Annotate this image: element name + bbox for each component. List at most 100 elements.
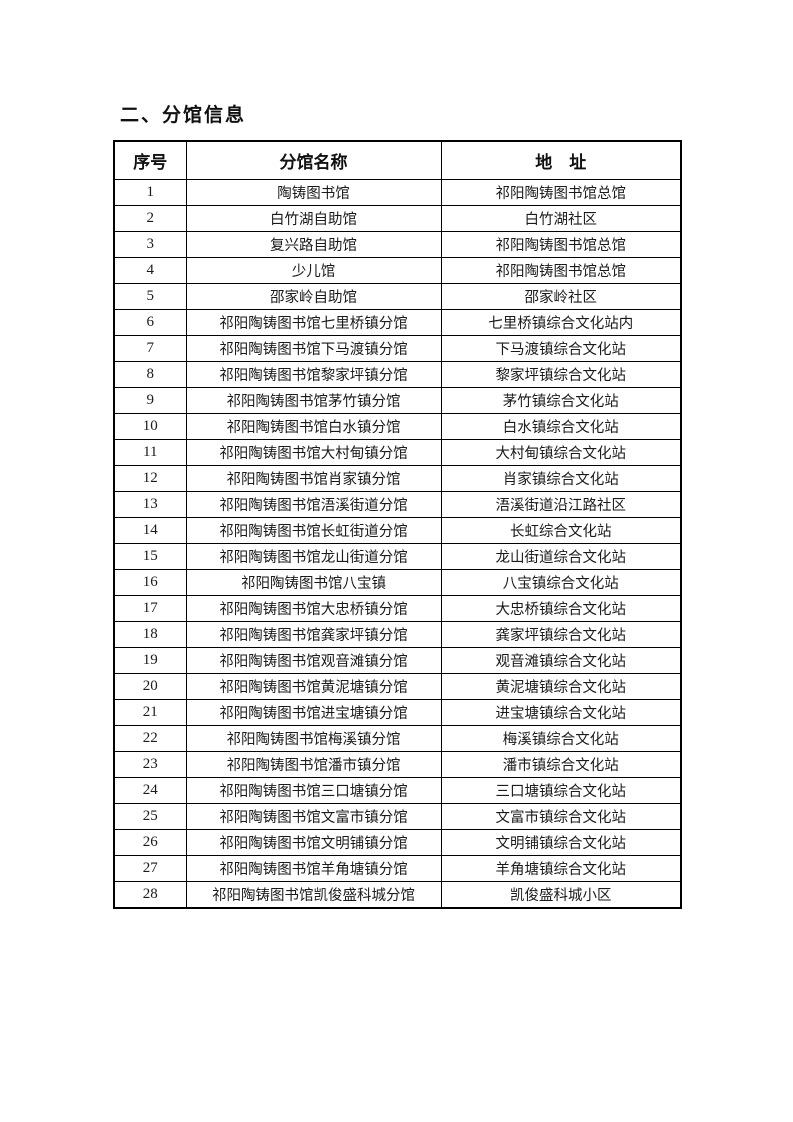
row-name: 祁阳陶铸图书馆大忠桥镇分馆 <box>185 595 442 622</box>
row-name: 祁阳陶铸图书馆进宝塘镇分馆 <box>185 699 442 726</box>
table-row: 21 祁阳陶铸图书馆进宝塘镇分馆 进宝塘镇综合文化站 <box>113 699 682 726</box>
row-name: 邵家岭自助馆 <box>185 283 442 310</box>
row-index: 3 <box>113 231 187 258</box>
table-row: 25 祁阳陶铸图书馆文富市镇分馆 文富市镇综合文化站 <box>113 803 682 830</box>
table-row: 11 祁阳陶铸图书馆大村甸镇分馆 大村甸镇综合文化站 <box>113 439 682 466</box>
row-index: 22 <box>113 725 187 752</box>
row-name: 祁阳陶铸图书馆七里桥镇分馆 <box>185 309 442 336</box>
row-address: 黄泥塘镇综合文化站 <box>440 673 682 700</box>
row-address: 龚家坪镇综合文化站 <box>440 621 682 648</box>
table-row: 13 祁阳陶铸图书馆浯溪街道分馆 浯溪街道沿江路社区 <box>113 491 682 518</box>
row-index: 15 <box>113 543 187 570</box>
branch-table: 序号 分馆名称 地 址 1 陶铸图书馆 祁阳陶铸图书馆总馆 2 白竹湖自助馆 白… <box>113 140 682 909</box>
row-index: 5 <box>113 283 187 310</box>
row-address: 肖家镇综合文化站 <box>440 465 682 492</box>
row-index: 21 <box>113 699 187 726</box>
row-address: 进宝塘镇综合文化站 <box>440 699 682 726</box>
row-name: 祁阳陶铸图书馆长虹街道分馆 <box>185 517 442 544</box>
header-name: 分馆名称 <box>185 140 442 180</box>
row-name: 祁阳陶铸图书馆凯俊盛科城分馆 <box>185 881 442 909</box>
row-index: 6 <box>113 309 187 336</box>
row-address: 凯俊盛科城小区 <box>440 881 682 909</box>
row-address: 文明铺镇综合文化站 <box>440 829 682 856</box>
row-address: 大忠桥镇综合文化站 <box>440 595 682 622</box>
row-index: 7 <box>113 335 187 362</box>
row-index: 4 <box>113 257 187 284</box>
row-index: 28 <box>113 881 187 909</box>
row-address: 梅溪镇综合文化站 <box>440 725 682 752</box>
row-name: 复兴路自助馆 <box>185 231 442 258</box>
row-address: 潘市镇综合文化站 <box>440 751 682 778</box>
header-address: 地 址 <box>440 140 682 180</box>
row-index: 23 <box>113 751 187 778</box>
row-address: 大村甸镇综合文化站 <box>440 439 682 466</box>
table-row: 22 祁阳陶铸图书馆梅溪镇分馆 梅溪镇综合文化站 <box>113 725 682 752</box>
table-row: 27 祁阳陶铸图书馆羊角塘镇分馆 羊角塘镇综合文化站 <box>113 855 682 882</box>
row-index: 17 <box>113 595 187 622</box>
table-header-row: 序号 分馆名称 地 址 <box>113 140 682 180</box>
row-index: 24 <box>113 777 187 804</box>
row-index: 2 <box>113 205 187 232</box>
row-name: 祁阳陶铸图书馆下马渡镇分馆 <box>185 335 442 362</box>
row-index: 12 <box>113 465 187 492</box>
row-name: 祁阳陶铸图书馆潘市镇分馆 <box>185 751 442 778</box>
table-row: 18 祁阳陶铸图书馆龚家坪镇分馆 龚家坪镇综合文化站 <box>113 621 682 648</box>
table-row: 1 陶铸图书馆 祁阳陶铸图书馆总馆 <box>113 179 682 206</box>
table-row: 4 少儿馆 祁阳陶铸图书馆总馆 <box>113 257 682 284</box>
row-name: 祁阳陶铸图书馆三口塘镇分馆 <box>185 777 442 804</box>
row-address: 龙山街道综合文化站 <box>440 543 682 570</box>
row-address: 三口塘镇综合文化站 <box>440 777 682 804</box>
section-title: 二、分馆信息 <box>120 105 247 126</box>
row-address: 八宝镇综合文化站 <box>440 569 682 596</box>
table-row: 6 祁阳陶铸图书馆七里桥镇分馆 七里桥镇综合文化站内 <box>113 309 682 336</box>
row-name: 祁阳陶铸图书馆文明铺镇分馆 <box>185 829 442 856</box>
row-address: 祁阳陶铸图书馆总馆 <box>440 231 682 258</box>
row-index: 8 <box>113 361 187 388</box>
row-name: 祁阳陶铸图书馆白水镇分馆 <box>185 413 442 440</box>
header-index: 序号 <box>113 140 187 180</box>
row-name: 祁阳陶铸图书馆八宝镇 <box>185 569 442 596</box>
row-index: 27 <box>113 855 187 882</box>
row-address: 长虹综合文化站 <box>440 517 682 544</box>
row-address: 七里桥镇综合文化站内 <box>440 309 682 336</box>
row-address: 下马渡镇综合文化站 <box>440 335 682 362</box>
row-address: 浯溪街道沿江路社区 <box>440 491 682 518</box>
table-body: 1 陶铸图书馆 祁阳陶铸图书馆总馆 2 白竹湖自助馆 白竹湖社区 3 复兴路自助… <box>113 179 682 909</box>
row-name: 祁阳陶铸图书馆茅竹镇分馆 <box>185 387 442 414</box>
table-row: 16 祁阳陶铸图书馆八宝镇 八宝镇综合文化站 <box>113 569 682 596</box>
row-address: 黎家坪镇综合文化站 <box>440 361 682 388</box>
row-name: 祁阳陶铸图书馆黄泥塘镇分馆 <box>185 673 442 700</box>
table-row: 9 祁阳陶铸图书馆茅竹镇分馆 茅竹镇综合文化站 <box>113 387 682 414</box>
row-name: 少儿馆 <box>185 257 442 284</box>
row-address: 祁阳陶铸图书馆总馆 <box>440 179 682 206</box>
table-row: 28 祁阳陶铸图书馆凯俊盛科城分馆 凯俊盛科城小区 <box>113 881 682 909</box>
row-address: 祁阳陶铸图书馆总馆 <box>440 257 682 284</box>
table-row: 14 祁阳陶铸图书馆长虹街道分馆 长虹综合文化站 <box>113 517 682 544</box>
row-name: 祁阳陶铸图书馆浯溪街道分馆 <box>185 491 442 518</box>
table-row: 19 祁阳陶铸图书馆观音滩镇分馆 观音滩镇综合文化站 <box>113 647 682 674</box>
row-address: 文富市镇综合文化站 <box>440 803 682 830</box>
row-index: 26 <box>113 829 187 856</box>
row-name: 祁阳陶铸图书馆龙山街道分馆 <box>185 543 442 570</box>
row-name: 祁阳陶铸图书馆文富市镇分馆 <box>185 803 442 830</box>
row-index: 19 <box>113 647 187 674</box>
row-name: 祁阳陶铸图书馆梅溪镇分馆 <box>185 725 442 752</box>
row-name: 祁阳陶铸图书馆大村甸镇分馆 <box>185 439 442 466</box>
table-row: 17 祁阳陶铸图书馆大忠桥镇分馆 大忠桥镇综合文化站 <box>113 595 682 622</box>
row-index: 11 <box>113 439 187 466</box>
row-address: 邵家岭社区 <box>440 283 682 310</box>
row-index: 18 <box>113 621 187 648</box>
row-index: 1 <box>113 179 187 206</box>
table-row: 15 祁阳陶铸图书馆龙山街道分馆 龙山街道综合文化站 <box>113 543 682 570</box>
row-address: 茅竹镇综合文化站 <box>440 387 682 414</box>
row-name: 白竹湖自助馆 <box>185 205 442 232</box>
table-row: 23 祁阳陶铸图书馆潘市镇分馆 潘市镇综合文化站 <box>113 751 682 778</box>
table-row: 5 邵家岭自助馆 邵家岭社区 <box>113 283 682 310</box>
table-row: 10 祁阳陶铸图书馆白水镇分馆 白水镇综合文化站 <box>113 413 682 440</box>
table-row: 8 祁阳陶铸图书馆黎家坪镇分馆 黎家坪镇综合文化站 <box>113 361 682 388</box>
table-row: 12 祁阳陶铸图书馆肖家镇分馆 肖家镇综合文化站 <box>113 465 682 492</box>
row-name: 祁阳陶铸图书馆黎家坪镇分馆 <box>185 361 442 388</box>
row-index: 13 <box>113 491 187 518</box>
row-address: 白竹湖社区 <box>440 205 682 232</box>
